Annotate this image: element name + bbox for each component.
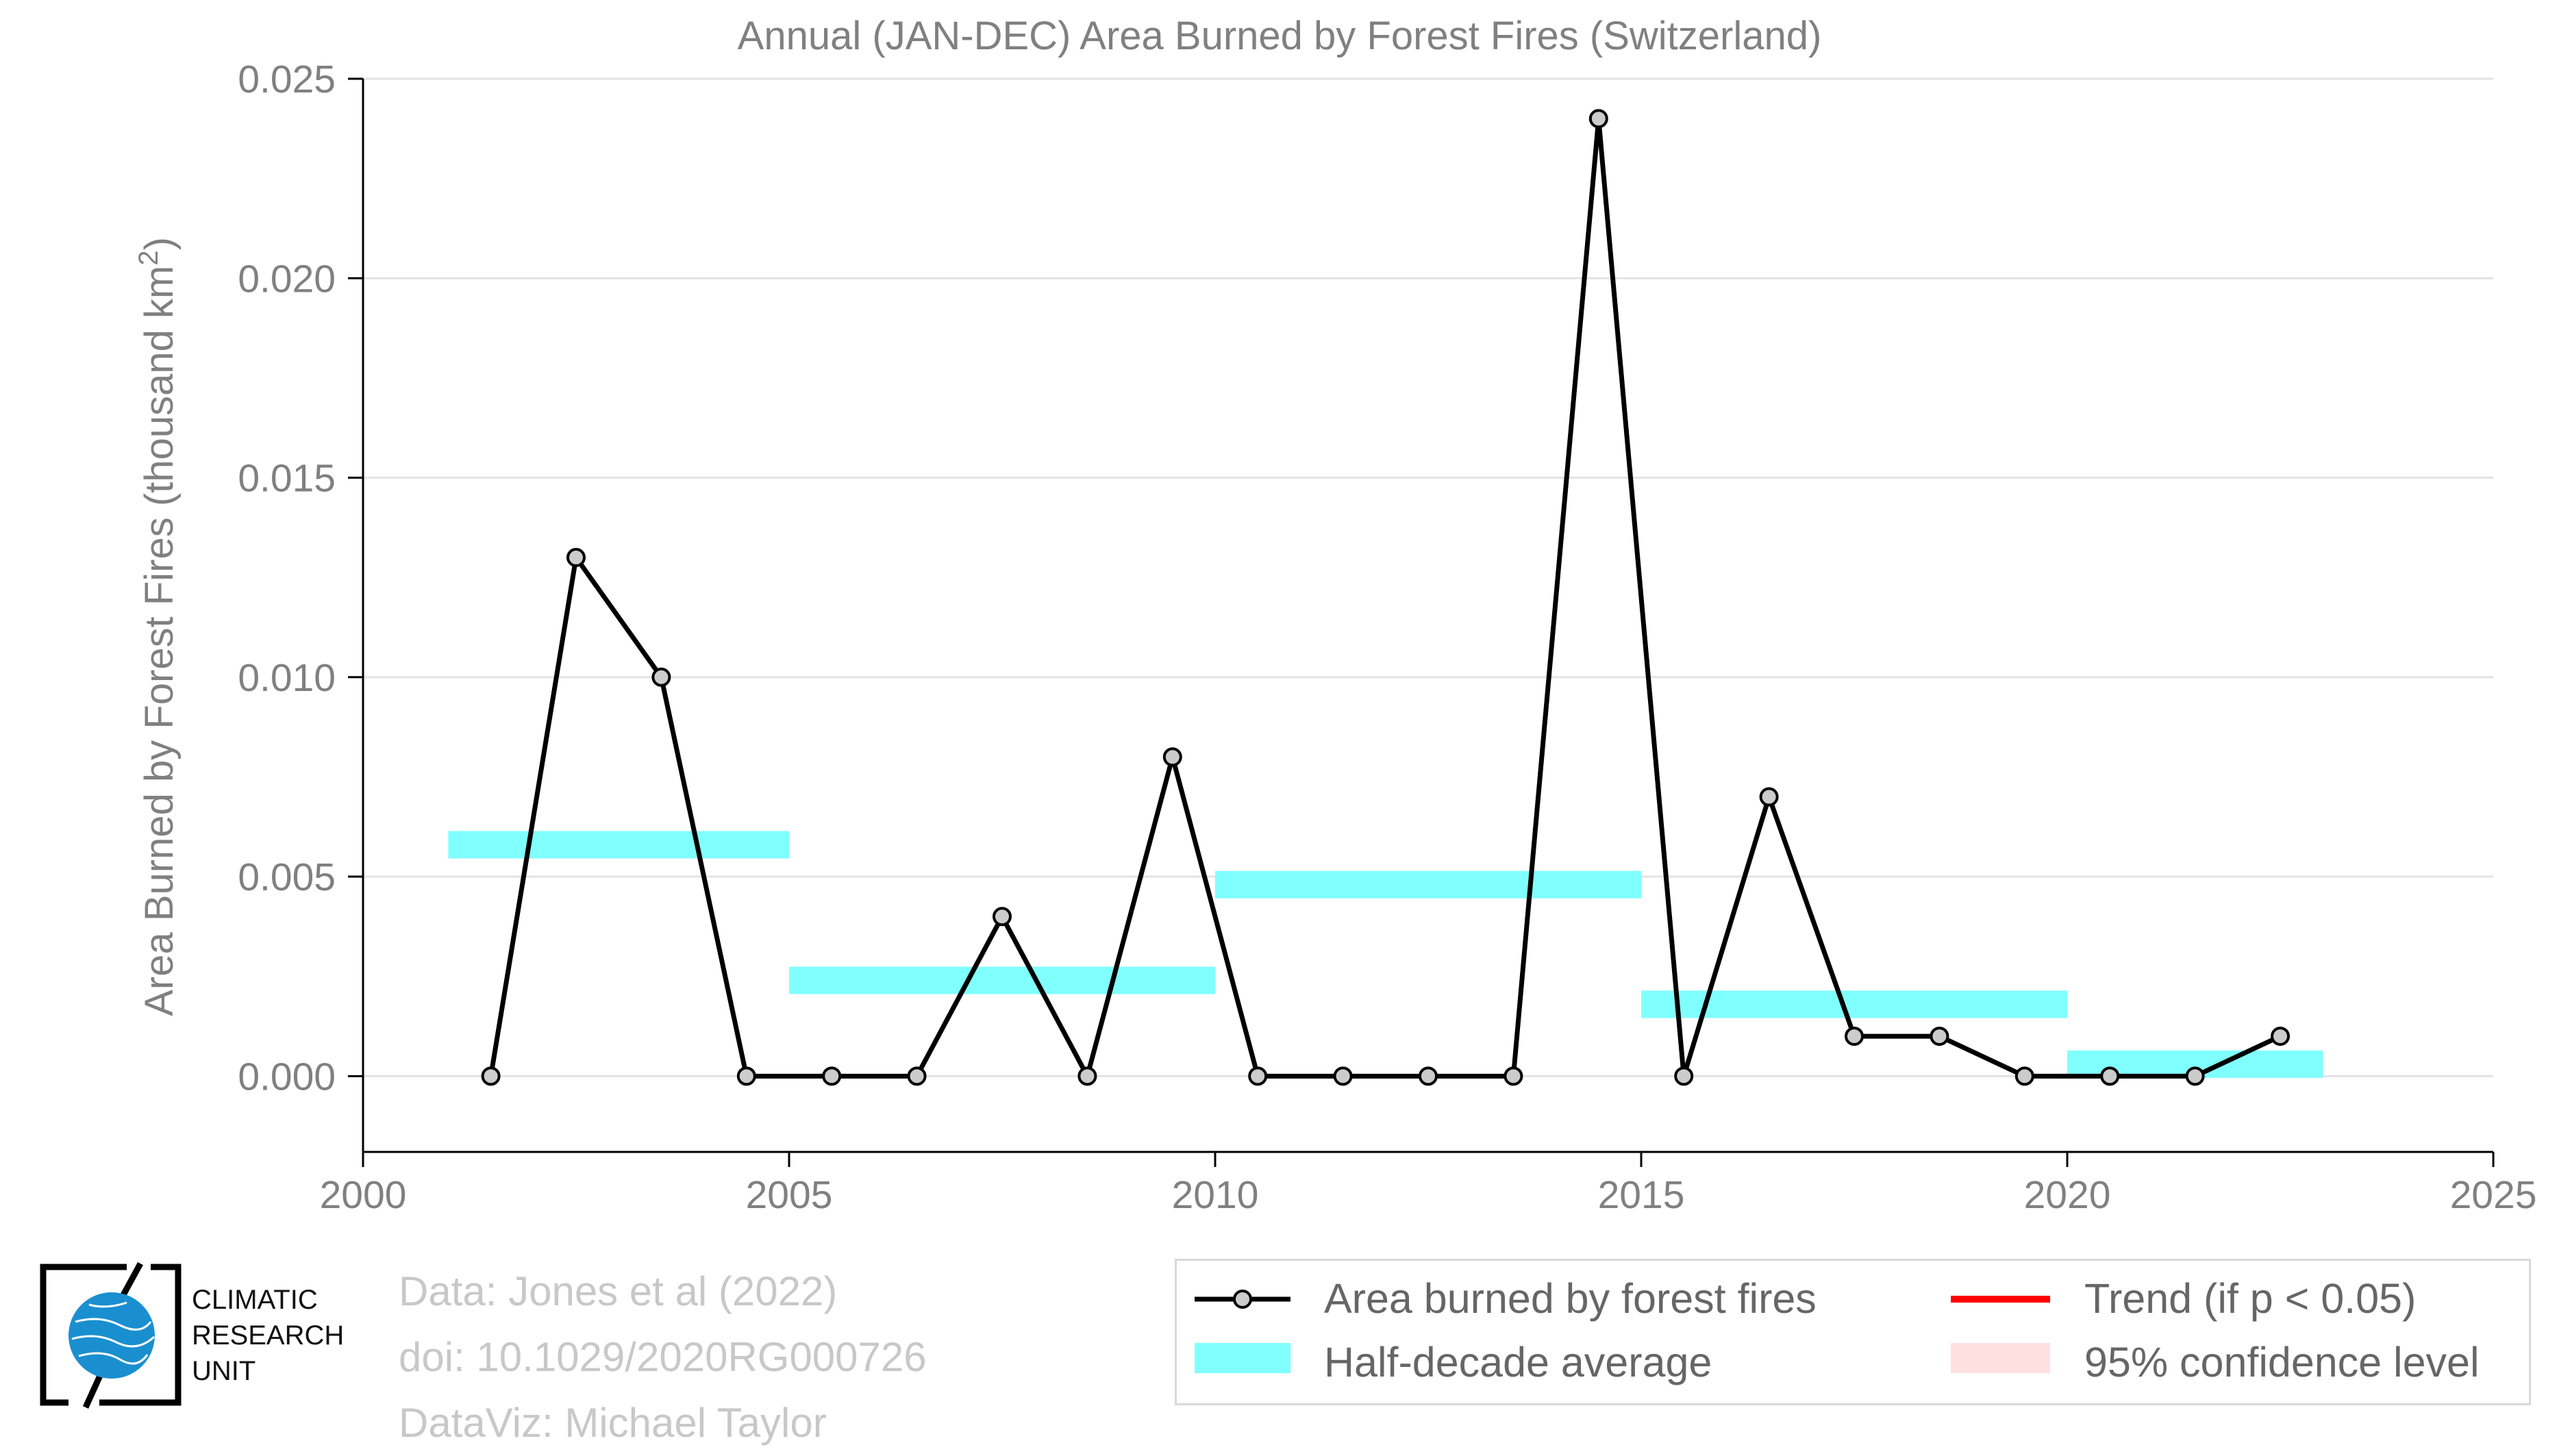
x-tick-label: 2010 (1172, 1173, 1259, 1217)
y-tick-label: 0.025 (238, 58, 336, 101)
x-tick-label: 2015 (1598, 1173, 1685, 1217)
x-tick-label: 2025 (2450, 1173, 2537, 1217)
data-point (1504, 1066, 1523, 1086)
x-tick-label: 2005 (746, 1173, 833, 1217)
cru-logo: CLIMATIC RESEARCH UNIT (38, 1260, 394, 1411)
data-point (736, 1066, 756, 1086)
chart-title: Annual (JAN-DEC) Area Burned by Forest F… (738, 14, 1822, 58)
legend-key-trend (1951, 1296, 2050, 1303)
legend: Area burned by forest fires Trend (if p … (1175, 1259, 2531, 1405)
y-tick-label: 0.000 (238, 1055, 336, 1099)
data-point (1248, 1066, 1268, 1086)
data-point (1845, 1027, 1864, 1046)
data-point (2015, 1066, 2034, 1086)
data-point (2271, 1027, 2290, 1046)
data-point (993, 907, 1012, 927)
legend-key-confidence (1951, 1343, 2050, 1373)
legend-label-half-decade: Half-decade average (1324, 1339, 1712, 1385)
logo-line: UNIT (192, 1356, 256, 1386)
legend-label-trend: Trend (if p < 0.05) (2084, 1275, 2417, 1322)
data-point (2185, 1066, 2205, 1086)
data-point (1419, 1066, 1438, 1086)
half-decade-bar (1215, 870, 1641, 899)
data-point (822, 1066, 842, 1086)
data-point (2100, 1066, 2120, 1086)
chart: 0.000 0.005 0.010 0.015 0.020 0.025 2000 2005 20… (134, 14, 2536, 1217)
half-decade-bar (1641, 990, 2067, 1018)
axes: 0.000 0.005 0.010 0.015 0.020 0.025 2000 2005 20… (238, 58, 2536, 1217)
data-point (566, 548, 586, 568)
half-decade-bar (448, 831, 789, 859)
y-axis-label: Area Burned by Forest Fires (thousand km… (134, 237, 182, 1016)
half-decade-average-bars (448, 831, 2323, 1078)
data-series (481, 109, 2290, 1086)
data-point (481, 1066, 501, 1086)
y-tick-label: 0.005 (238, 855, 336, 899)
logo-line: CLIMATIC (192, 1285, 318, 1315)
credit-doi: doi: 10.1029/2020RG000726 (399, 1334, 927, 1380)
legend-label-area-burned: Area burned by forest fires (1324, 1275, 1817, 1322)
x-tick-label: 2000 (320, 1173, 407, 1217)
data-point (1588, 109, 1608, 129)
legend-key-line (1195, 1285, 1290, 1313)
y-tick-label: 0.015 (238, 457, 336, 501)
series-line (488, 116, 2282, 1079)
data-point (907, 1066, 927, 1086)
y-tick-label: 0.020 (238, 257, 336, 301)
credit-dataviz: DataViz: Michael Taylor (399, 1400, 827, 1446)
half-decade-bar (789, 966, 1215, 994)
credits: Data: Jones et al (2022) doi: 10.1029/20… (399, 1259, 927, 1456)
legend-label-confidence: 95% confidence level (2084, 1339, 2480, 1385)
data-point (1333, 1066, 1353, 1086)
logo-text: CLIMATIC RESEARCH UNIT (192, 1282, 344, 1389)
data-point (1077, 1066, 1097, 1086)
data-point (651, 667, 671, 687)
data-point (1759, 787, 1779, 807)
data-point (1162, 747, 1182, 767)
data-point (1674, 1066, 1694, 1086)
gridlines (363, 77, 2493, 1077)
globe-icon (40, 1262, 182, 1409)
data-point (1930, 1027, 1949, 1046)
y-tick-label: 0.010 (238, 656, 336, 700)
logo-line: RESEARCH (192, 1320, 345, 1351)
x-tick-label: 2020 (2024, 1173, 2111, 1217)
legend-key-half-decade (1195, 1343, 1290, 1373)
credit-data-source: Data: Jones et al (2022) (399, 1268, 838, 1314)
